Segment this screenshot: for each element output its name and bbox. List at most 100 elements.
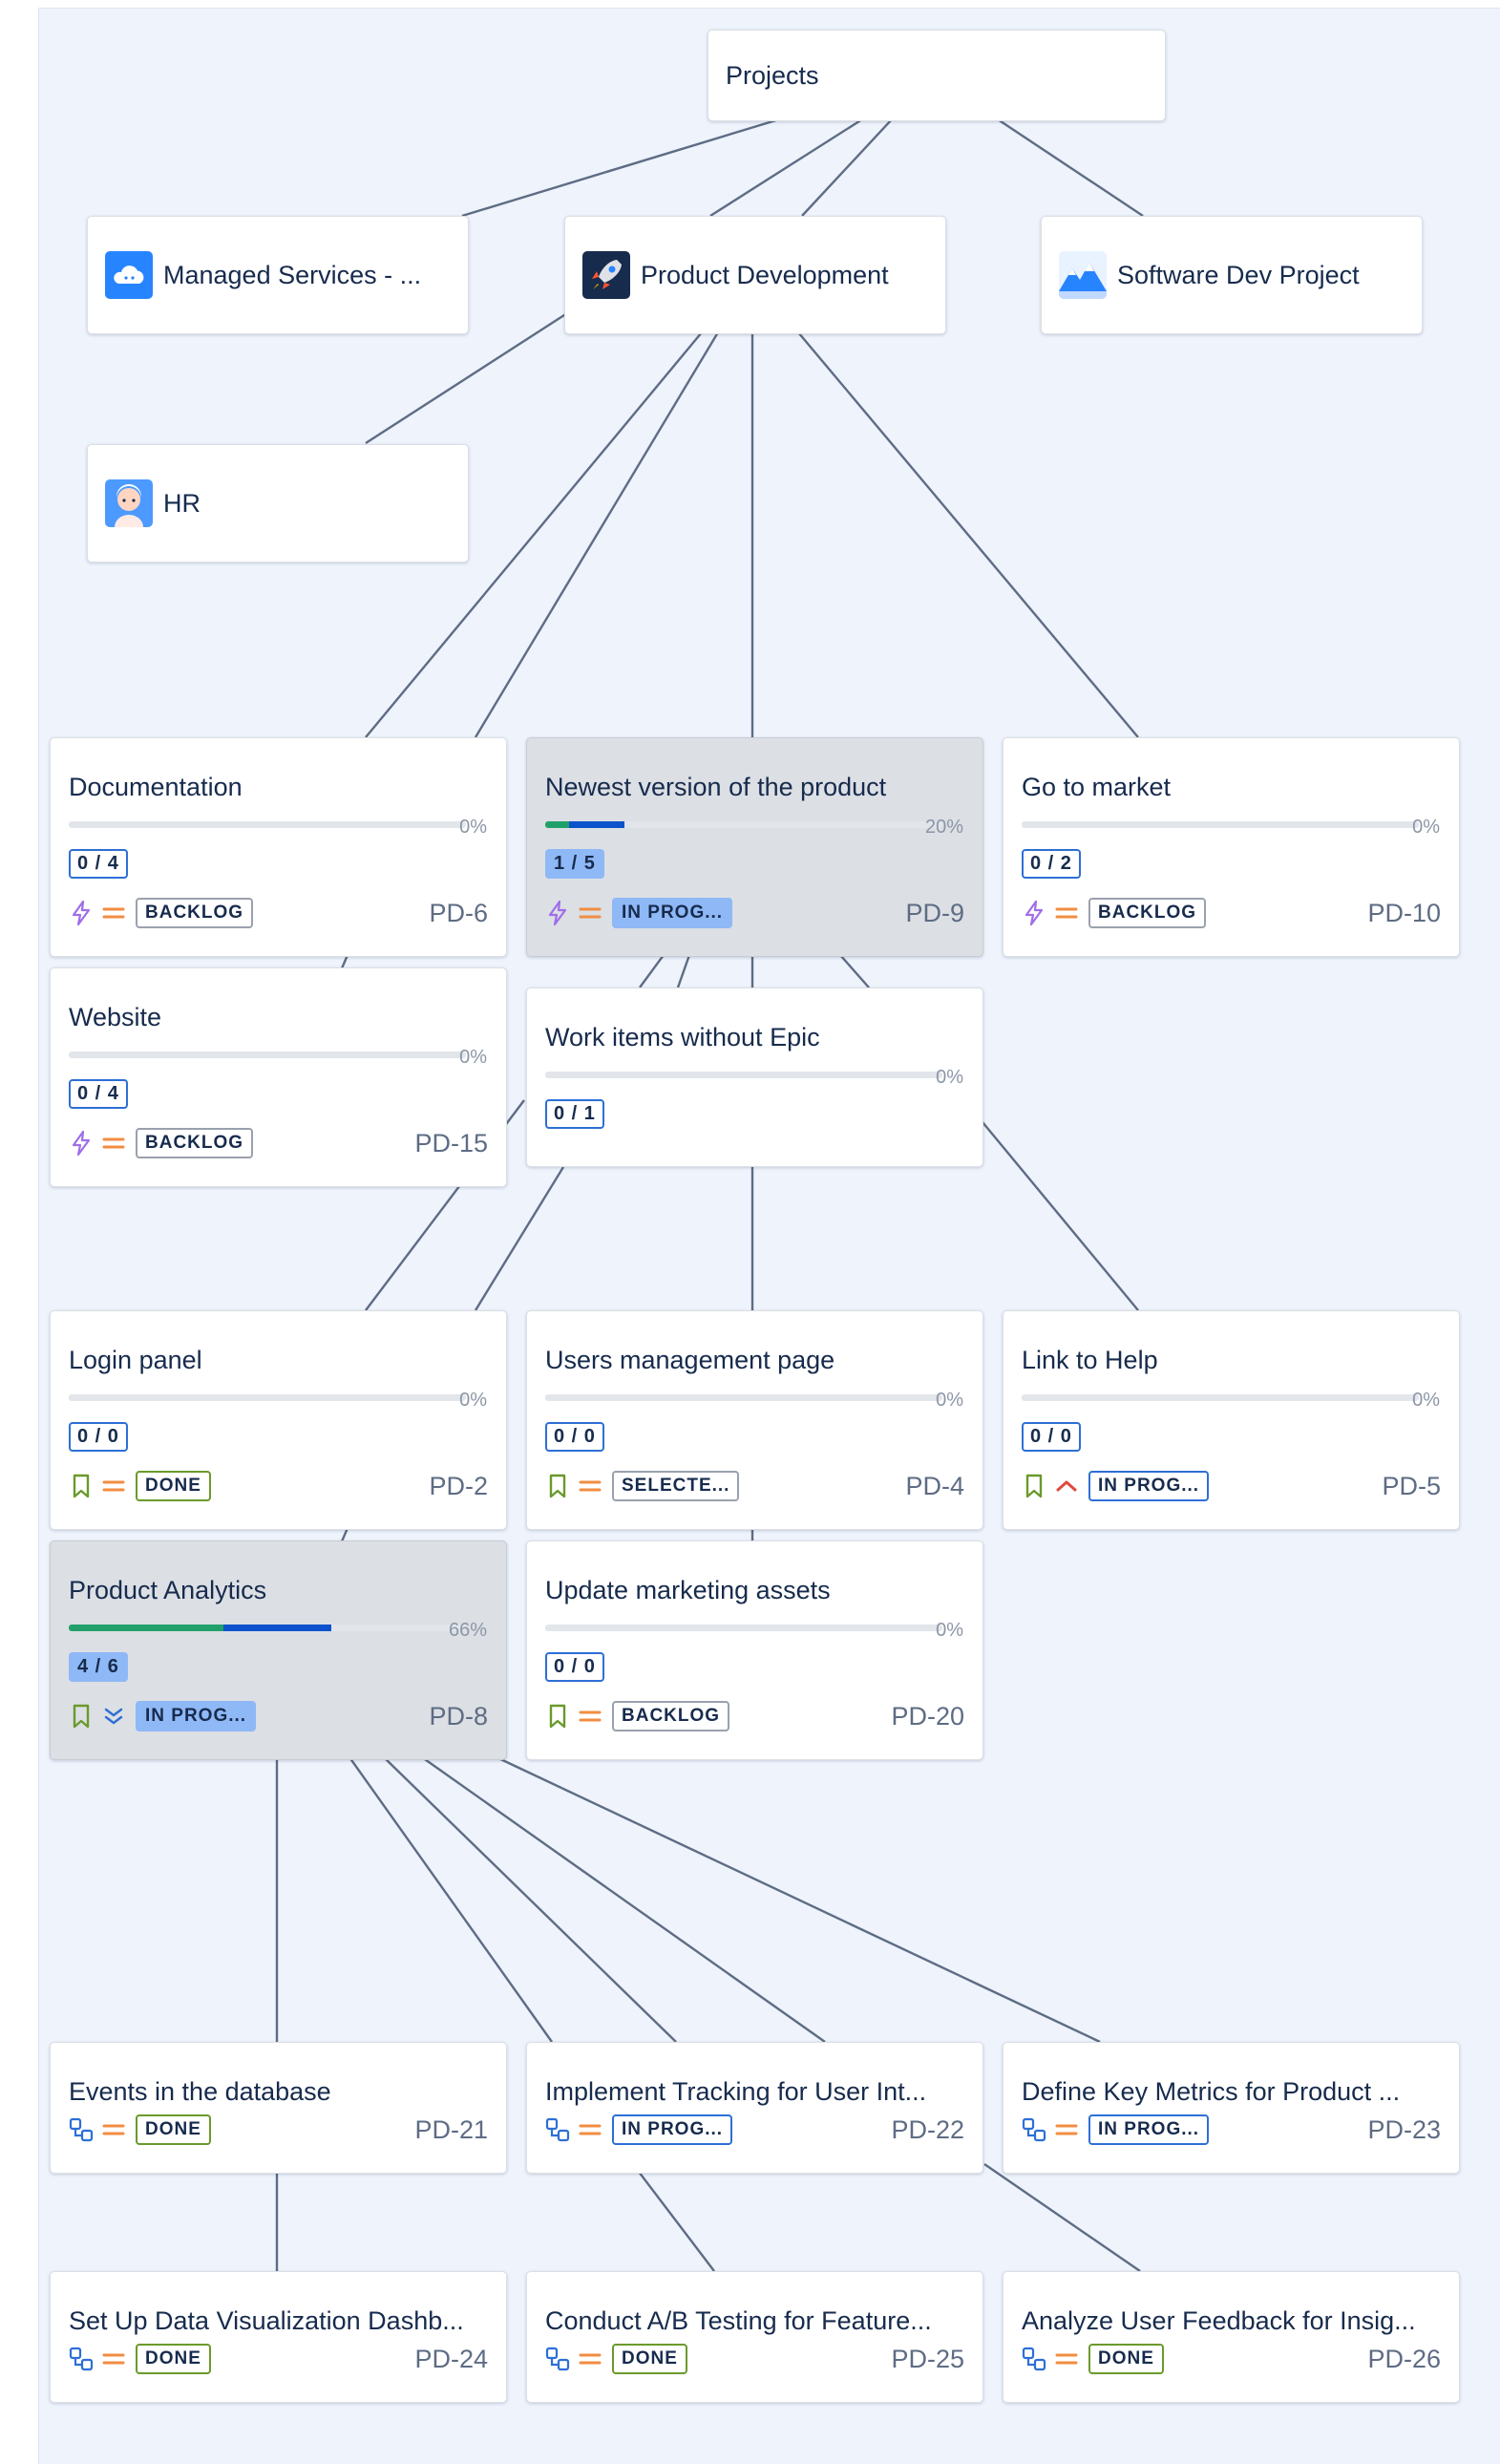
epic-card-go-to-market[interactable]: Go to market 0% 0 / 2 BACKLOG PD-10 [1003, 737, 1460, 957]
issue-key[interactable]: PD-4 [905, 1472, 964, 1500]
story-card-update-marketing[interactable]: Update marketing assets 0% 0 / 0 BACKLOG PD-… [526, 1540, 983, 1760]
progress-percent: 0% [459, 817, 487, 838]
subtask-card-user-feedback[interactable]: Analyze User Feedback for Insig... DONE PD… [1003, 2271, 1460, 2403]
progress-percent: 0% [1412, 817, 1440, 838]
project-node-hr[interactable]: HR [87, 444, 469, 563]
project-name: Software Dev Project [1117, 260, 1360, 289]
project-node-software-dev[interactable]: Software Dev Project [1041, 216, 1423, 334]
issue-key[interactable]: PD-25 [891, 2345, 964, 2373]
subtask-card-data-visualization[interactable]: Set Up Data Visualization Dashb... DONE PD… [50, 2271, 507, 2403]
card-title: Conduct A/B Testing for Feature... [545, 2306, 932, 2335]
project-name: Managed Services - ... [163, 260, 422, 289]
card-title: Link to Help [1022, 1346, 1158, 1374]
medium-priority-icon [1054, 2348, 1079, 2369]
status-badge[interactable]: IN PROG... [1088, 1471, 1210, 1501]
progress-percent: 66% [448, 1620, 487, 1641]
subtask-icon [69, 2346, 94, 2372]
project-name: HR [163, 488, 201, 518]
issue-key[interactable]: PD-2 [429, 1472, 488, 1500]
progress-bar [545, 1394, 942, 1401]
progress-bar [545, 1625, 942, 1631]
progress-done-segment [69, 1625, 223, 1631]
card-footer: IN PROG... [545, 2114, 733, 2145]
subtask-card-implement-tracking[interactable]: Implement Tracking for User Int... IN PRO… [526, 2042, 983, 2174]
mountain-icon [1059, 251, 1107, 299]
status-badge[interactable]: DONE [136, 1471, 211, 1501]
story-icon [69, 1703, 94, 1730]
card-title: Newest version of the product [545, 773, 887, 801]
child-count-badge: 0 / 4 [69, 849, 128, 879]
epic-card-newest-version[interactable]: Newest version of the product 20% 1 / 5 IN … [526, 737, 983, 957]
status-badge[interactable]: BACKLOG [612, 1701, 730, 1731]
project-node-product-development[interactable]: Product Development [564, 216, 946, 334]
progress-bar [69, 1625, 466, 1631]
card-footer: IN PROG... [1022, 2114, 1210, 2145]
card-title: Product Analytics [69, 1576, 267, 1604]
epic-card-documentation[interactable]: Documentation 0% 0 / 4 BACKLOG PD-6 [50, 737, 507, 957]
issue-key[interactable]: PD-23 [1367, 2115, 1441, 2144]
progress-bar [1022, 1394, 1419, 1401]
issue-key[interactable]: PD-6 [429, 899, 488, 927]
status-badge[interactable]: DONE [136, 2344, 211, 2374]
child-count-badge: 0 / 2 [1022, 849, 1081, 879]
status-badge[interactable]: SELECTE... [612, 1471, 740, 1501]
status-badge[interactable]: BACKLOG [1088, 898, 1207, 928]
projects-root-node[interactable]: Projects [708, 30, 1166, 121]
card-footer: DONE [69, 2344, 211, 2374]
card-title: Set Up Data Visualization Dashb... [69, 2306, 464, 2335]
story-card-login-panel[interactable]: Login panel 0% 0 / 0 DONE PD-2 [50, 1310, 507, 1530]
child-count-badge: 0 / 4 [69, 1079, 128, 1109]
project-node-managed-services[interactable]: Managed Services - ... [87, 216, 469, 334]
child-count-badge: 0 / 0 [545, 1422, 604, 1452]
status-badge[interactable]: IN PROG... [612, 898, 733, 928]
status-badge[interactable]: DONE [136, 2114, 211, 2145]
progress-bar [545, 821, 942, 828]
subtask-card-ab-testing[interactable]: Conduct A/B Testing for Feature... DONE PD… [526, 2271, 983, 2403]
progress-done-segment [545, 821, 569, 828]
issue-key[interactable]: PD-20 [891, 1702, 964, 1731]
subtask-card-events-database[interactable]: Events in the database DONE PD-21 [50, 2042, 507, 2174]
story-card-product-analytics[interactable]: Product Analytics 66% 4 / 6 IN PROG... PD-8 [50, 1540, 507, 1760]
progress-percent: 0% [936, 1067, 963, 1088]
status-badge[interactable]: IN PROG... [136, 1701, 257, 1731]
progress-active-segment [568, 821, 625, 828]
issue-key[interactable]: PD-10 [1367, 899, 1441, 927]
issue-key[interactable]: PD-22 [891, 2115, 964, 2144]
status-badge[interactable]: BACKLOG [136, 1128, 254, 1158]
issue-key[interactable]: PD-26 [1367, 2345, 1441, 2373]
card-footer: IN PROG... [1022, 1471, 1210, 1501]
card-title: Analyze User Feedback for Insig... [1022, 2306, 1416, 2335]
subtask-card-define-key-metrics[interactable]: Define Key Metrics for Product ... IN PRO… [1003, 2042, 1460, 2174]
epic-card-work-items-without-epic[interactable]: Work items without Epic 0% 0 / 1 [526, 988, 983, 1167]
card-footer: DONE [69, 1471, 211, 1501]
card-footer: SELECTE... [545, 1471, 740, 1501]
subtask-icon [69, 2116, 94, 2143]
child-count-badge: 0 / 1 [545, 1099, 604, 1129]
issue-key[interactable]: PD-9 [905, 899, 964, 927]
child-count-badge: 0 / 0 [69, 1422, 128, 1452]
card-title: Work items without Epic [545, 1023, 820, 1051]
status-badge[interactable]: DONE [612, 2344, 687, 2374]
medium-priority-icon [578, 1706, 602, 1727]
status-badge[interactable]: DONE [1088, 2344, 1164, 2374]
epic-card-website[interactable]: Website 0% 0 / 4 BACKLOG PD-15 [50, 967, 507, 1187]
medium-priority-icon [578, 2119, 602, 2140]
issue-key[interactable]: PD-15 [414, 1129, 488, 1158]
story-card-users-management[interactable]: Users management page 0% 0 / 0 SELECTE... PD… [526, 1310, 983, 1530]
projects-root-label: Projects [726, 60, 819, 90]
story-icon [1022, 1473, 1046, 1499]
issue-key[interactable]: PD-24 [414, 2345, 488, 2373]
medium-priority-icon [101, 1133, 126, 1154]
issue-key[interactable]: PD-21 [414, 2115, 488, 2144]
status-badge[interactable]: BACKLOG [136, 898, 254, 928]
issue-key[interactable]: PD-8 [429, 1702, 488, 1731]
status-badge[interactable]: IN PROG... [1088, 2114, 1210, 2145]
story-card-link-to-help[interactable]: Link to Help 0% 0 / 0 IN PROG... PD-5 [1003, 1310, 1460, 1530]
epic-icon [69, 900, 94, 926]
progress-bar [69, 1394, 466, 1401]
progress-percent: 0% [459, 1390, 487, 1411]
issue-key[interactable]: PD-5 [1382, 1472, 1441, 1500]
status-badge[interactable]: IN PROG... [612, 2114, 733, 2145]
card-title: Go to market [1022, 773, 1172, 801]
